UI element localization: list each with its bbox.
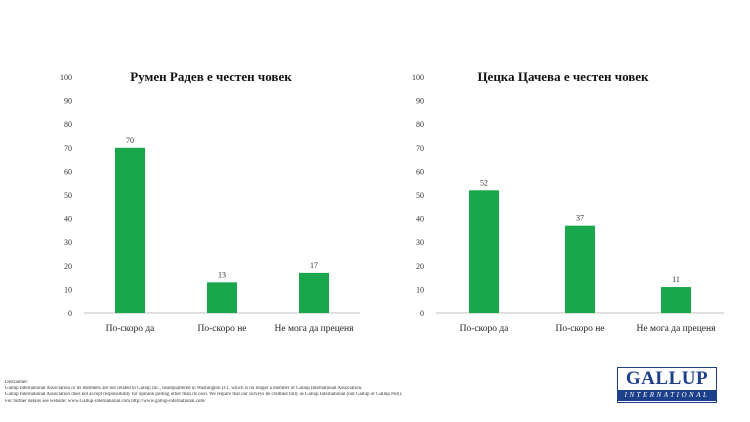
disclaimer-line: Disclaimer: (5, 380, 29, 385)
y-tick-label: 50 (64, 191, 72, 200)
x-tick-label: По-скоро да (460, 324, 510, 334)
logo-sub-text: INTERNATIONAL (618, 390, 716, 401)
disclaimer-line: Gallup International Association does no… (5, 392, 403, 398)
x-tick-label: По-скоро да (106, 324, 156, 334)
bar (565, 225, 595, 313)
bar (207, 282, 237, 313)
y-tick-label: 0 (420, 309, 424, 318)
data-label: 17 (310, 261, 318, 270)
y-tick-label: 50 (416, 191, 424, 200)
disclaimer-text: Disclaimer: Gallup International Associa… (5, 380, 565, 405)
y-tick-label: 40 (416, 215, 424, 224)
y-tick-label: 90 (416, 97, 424, 106)
x-tick-label: Не мога да преценя (637, 324, 717, 334)
chart-title: Румен Радев е честен човек (130, 69, 292, 84)
gallup-logo: GALLUP INTERNATIONAL (617, 367, 717, 403)
logo-main-text: GALLUP (625, 368, 709, 389)
data-label: 37 (576, 214, 584, 223)
y-tick-label: 70 (416, 144, 424, 153)
y-tick-label: 30 (64, 238, 72, 247)
y-tick-label: 30 (416, 238, 424, 247)
y-tick-label: 20 (64, 262, 72, 271)
y-tick-label: 70 (64, 144, 72, 153)
x-tick-label: Не мога да преценя (275, 324, 355, 334)
y-tick-label: 40 (64, 215, 72, 224)
data-label: 11 (672, 275, 680, 284)
charts-area: Румен Радев е честен човек 0 10 20 30 40 50 60 7… (60, 69, 724, 334)
data-label: 13 (218, 270, 226, 279)
y-tick-label: 0 (68, 309, 72, 318)
x-tick-label: По-скоро не (197, 324, 246, 334)
chart-title: Цецка Цачева е честен човек (477, 69, 649, 84)
y-tick-label: 100 (412, 73, 424, 82)
y-tick-label: 80 (64, 120, 72, 129)
data-label: 52 (480, 178, 488, 187)
y-tick-label: 90 (64, 97, 72, 106)
bar (661, 287, 691, 313)
disclaimer-line: Gallup International Association or its … (5, 386, 363, 392)
y-tick-label: 20 (416, 262, 424, 271)
y-tick-label: 100 (60, 73, 72, 82)
disclaimer-line: For further details see website: www.Gal… (5, 398, 206, 404)
y-tick-label: 10 (416, 285, 424, 294)
bar (115, 147, 145, 313)
y-tick-label: 60 (64, 167, 72, 176)
bar (299, 272, 329, 313)
data-label: 70 (126, 136, 134, 145)
x-tick-label: По-скоро не (555, 324, 604, 334)
bar (469, 190, 499, 313)
y-tick-label: 60 (416, 167, 424, 176)
y-tick-label: 10 (64, 285, 72, 294)
y-tick-label: 80 (416, 120, 424, 129)
